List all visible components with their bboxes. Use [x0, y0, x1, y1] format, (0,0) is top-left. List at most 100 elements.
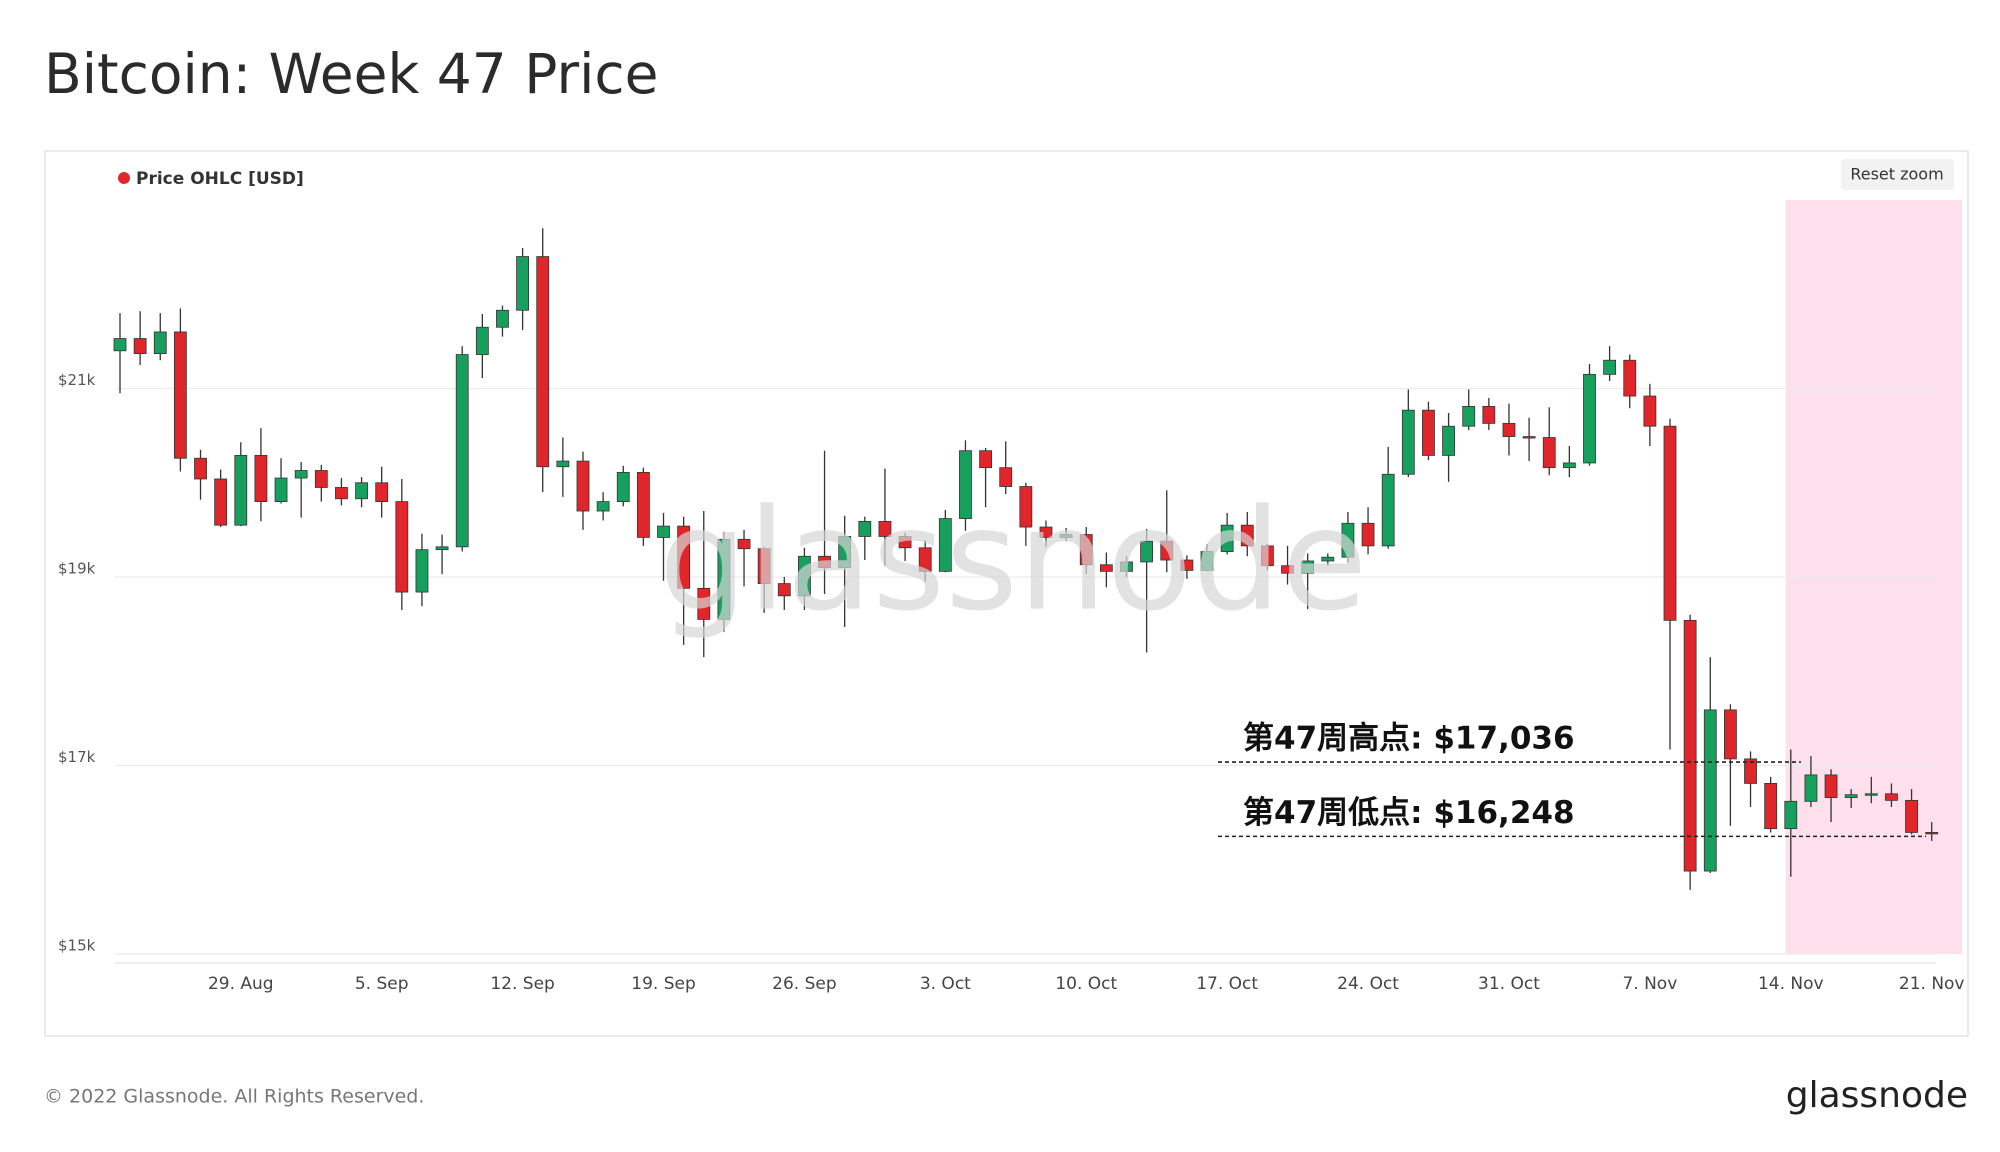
- x-tick-label: 19. Sep: [631, 974, 695, 994]
- candle-body: [1341, 522, 1355, 558]
- candle-body: [677, 525, 691, 589]
- candle-body: [1180, 559, 1194, 571]
- candle-body: [536, 256, 550, 468]
- overlay: 第47周高点: $17,036 第47周低点: $16,248: [1218, 721, 1926, 838]
- y-tick-label: $15k: [58, 937, 96, 955]
- candle-body: [1522, 436, 1536, 439]
- candle-body: [717, 538, 731, 620]
- candle-body: [918, 547, 932, 572]
- candle-body: [979, 450, 992, 469]
- footer: © 2022 Glassnode. All Rights Reserved.: [44, 1086, 424, 1108]
- candle-body: [1039, 526, 1053, 538]
- candle-body: [576, 460, 590, 512]
- candle-body: [475, 326, 489, 355]
- annotation-label: 第47周高点: $17,036: [1243, 721, 1575, 757]
- x-tick-label: 7. Nov: [1622, 974, 1677, 994]
- reset-zoom-button[interactable]: [1841, 159, 1954, 190]
- candle-body: [858, 520, 872, 537]
- candle-body: [616, 471, 630, 503]
- candle-body: [1442, 425, 1455, 456]
- candle-body: [1261, 545, 1274, 567]
- candle-body: [1160, 540, 1174, 561]
- candle-body: [878, 520, 892, 537]
- candle-body: [898, 536, 912, 549]
- candle-body: [516, 256, 529, 311]
- candle-body: [697, 587, 711, 620]
- candle-body: [1462, 406, 1476, 427]
- candle-body: [173, 331, 187, 459]
- candle-body: [455, 354, 469, 548]
- candle-body: [254, 455, 268, 503]
- legend-marker: [118, 172, 130, 184]
- candle-body: [1824, 774, 1838, 798]
- x-tick-label: 17. Oct: [1196, 974, 1258, 994]
- candle-body: [294, 470, 308, 479]
- plot-area: $15k $17k $19k $21k 29. Aug 5. Sep 12. Sep 19. …: [58, 169, 1965, 994]
- candle-body: [938, 518, 952, 572]
- legend-label: Price OHLC [USD]: [136, 169, 304, 189]
- candle-body: [435, 546, 449, 551]
- candle-body: [1422, 409, 1435, 456]
- candle-body: [757, 548, 771, 584]
- candle-body: [636, 471, 650, 538]
- y-tick-label: $21k: [58, 371, 96, 389]
- candle-body: [1120, 561, 1133, 572]
- candle-body: [1200, 551, 1214, 571]
- candle-body: [1401, 409, 1415, 475]
- candle-body: [1885, 793, 1898, 801]
- x-tick-label: 3. Oct: [920, 974, 971, 994]
- candle-body: [1079, 534, 1093, 566]
- candle-body: [194, 457, 207, 480]
- candle-body: [1361, 522, 1375, 547]
- candle-body: [1059, 534, 1073, 538]
- candle-body: [798, 555, 811, 597]
- candle-body: [1281, 565, 1294, 574]
- candle-body: [314, 470, 328, 488]
- x-tick-label: 12. Sep: [490, 974, 554, 994]
- candle-body: [113, 338, 127, 352]
- candle-body: [1905, 799, 1918, 833]
- candle-body: [1542, 437, 1556, 469]
- y-tick-label: $19k: [58, 560, 96, 578]
- x-tick-label: 5. Sep: [355, 974, 409, 994]
- candle-body: [1301, 560, 1315, 574]
- x-tick-label: 31. Oct: [1478, 974, 1540, 994]
- x-tick-label: 21. Nov: [1899, 974, 1965, 994]
- candle-body: [496, 309, 509, 328]
- candle-body: [1864, 793, 1878, 796]
- reset-zoom-label[interactable]: Reset zoom: [1850, 165, 1943, 184]
- candle-body: [959, 450, 972, 519]
- candle-body: [737, 538, 751, 550]
- x-tick-label: 29. Aug: [208, 974, 274, 994]
- candle-body: [1381, 473, 1395, 547]
- candle-body: [1703, 709, 1717, 872]
- candle-body: [395, 501, 409, 593]
- candle-body: [1562, 462, 1576, 469]
- candle-body: [1099, 564, 1113, 572]
- x-tick-label: 14. Nov: [1758, 974, 1824, 994]
- candle-body: [274, 477, 288, 503]
- candle-body: [1784, 800, 1798, 830]
- y-tick-label: $17k: [58, 748, 96, 766]
- chart-frame: [44, 150, 1969, 1037]
- candle-body: [375, 482, 389, 503]
- watermark: glassnode: [659, 480, 1368, 643]
- candle-body: [1220, 524, 1234, 552]
- candle-body: [335, 487, 348, 500]
- candle-body: [133, 338, 147, 355]
- candle-body: [1502, 422, 1516, 437]
- annotation-label: 第47周低点: $16,248: [1243, 795, 1575, 831]
- candle-body: [355, 482, 368, 500]
- candle-body: [1240, 524, 1254, 547]
- candle-body: [1744, 758, 1757, 784]
- candle-body: [1140, 540, 1154, 563]
- x-tick-label: 10. Oct: [1055, 974, 1117, 994]
- candle-body: [556, 460, 570, 468]
- candle-body: [1321, 556, 1335, 562]
- candle-body: [999, 467, 1013, 487]
- candle-body: [1804, 774, 1818, 802]
- candle-body: [1583, 373, 1596, 464]
- candle-body: [818, 555, 831, 568]
